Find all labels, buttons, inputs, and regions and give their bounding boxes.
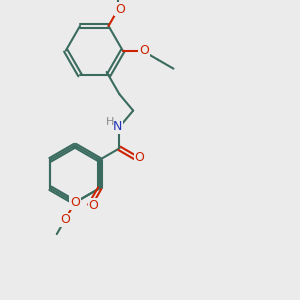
Text: O: O bbox=[139, 44, 149, 57]
Text: H: H bbox=[106, 117, 114, 127]
Text: O: O bbox=[60, 213, 70, 226]
Text: O: O bbox=[115, 3, 125, 16]
Text: N: N bbox=[113, 121, 123, 134]
Text: O: O bbox=[70, 196, 80, 209]
Text: O: O bbox=[88, 199, 98, 212]
Text: O: O bbox=[134, 151, 144, 164]
